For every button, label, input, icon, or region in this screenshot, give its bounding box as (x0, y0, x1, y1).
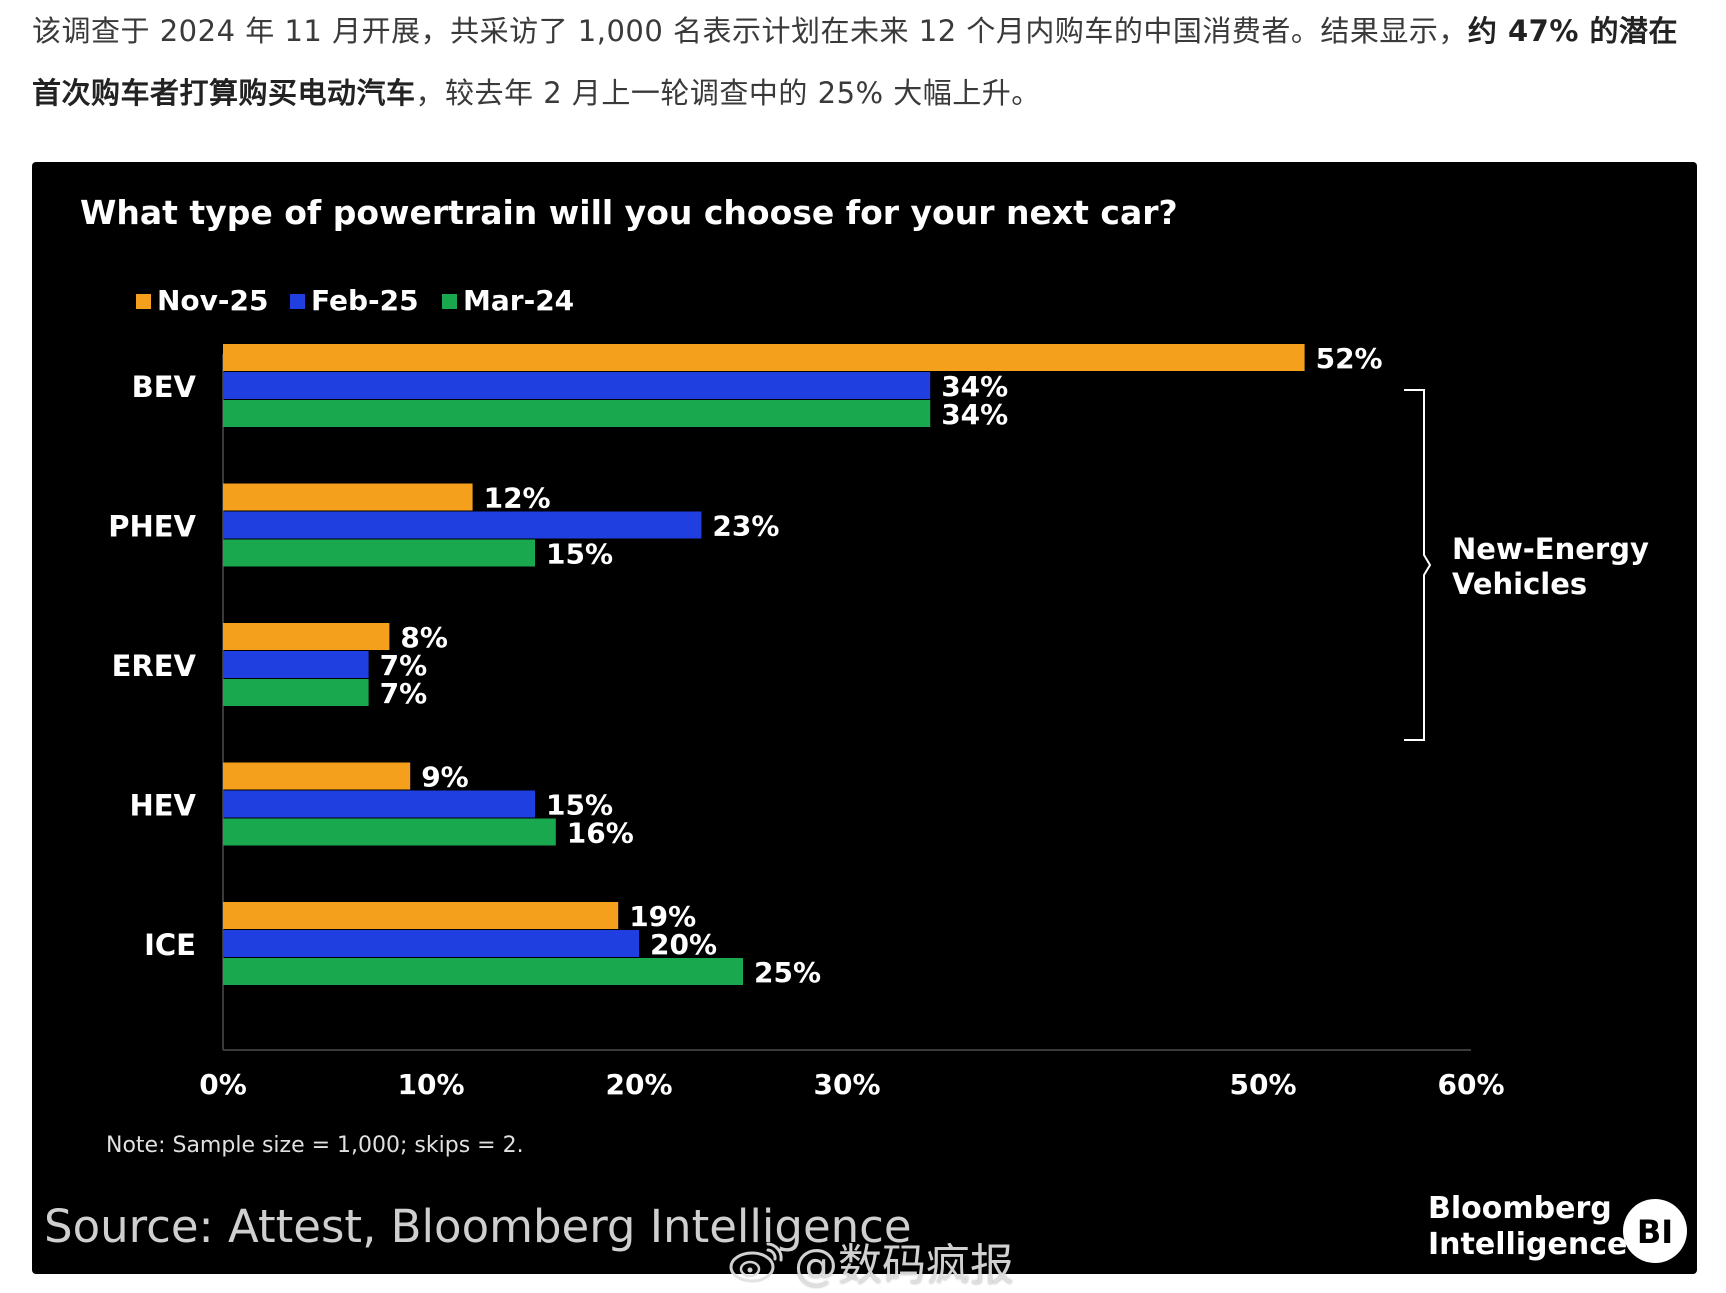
watermark: @数码疯报 (728, 1235, 1014, 1291)
bar-hev-nov-25 (223, 762, 411, 790)
bar-phev-nov-25 (223, 483, 473, 511)
data-label-phev-feb-25: 23% (712, 510, 779, 543)
legend-label-nov-25: Nov-25 (157, 284, 269, 317)
x-tick-label: 30% (813, 1068, 880, 1101)
bar-erev-feb-25 (223, 651, 369, 678)
bar-bev-mar-24 (223, 400, 931, 427)
chart-note: Note: Sample size = 1,000; skips = 2. (106, 1133, 524, 1158)
category-label-bev: BEV (132, 370, 197, 404)
bar-ice-feb-25 (223, 930, 639, 957)
data-label-bev-nov-25: 52% (1316, 342, 1383, 375)
legend-swatch-mar-24 (442, 294, 457, 309)
bar-hev-feb-25 (223, 790, 535, 818)
bracket (1404, 389, 1432, 741)
x-tick-label: 10% (397, 1068, 464, 1101)
data-label-ice-nov-25: 19% (629, 900, 696, 933)
bar-ice-nov-25 (223, 902, 619, 929)
data-label-erev-nov-25: 8% (400, 621, 448, 654)
article-bold: 约 47% 的潜在首次购车者打算购买电动汽车 (32, 14, 1678, 110)
bar-hev-mar-24 (223, 818, 556, 846)
data-label-bev-feb-25: 34% (941, 370, 1008, 403)
article-part2: ，较去年 2 月上一轮调查中的 25% 大幅上升。 (415, 76, 1041, 110)
legend-label-mar-24: Mar-24 (463, 284, 574, 317)
legend-swatch-nov-25 (136, 294, 151, 309)
category-label-ice: ICE (144, 928, 196, 962)
data-label-bev-mar-24: 34% (941, 398, 1008, 431)
data-label-hev-nov-25: 9% (421, 761, 469, 794)
data-label-ice-feb-25: 20% (650, 928, 717, 961)
brand-label: Intelligence (1428, 1227, 1627, 1262)
weibo-icon (729, 1242, 783, 1283)
chart-title: What type of powertrain will you choose … (80, 193, 1178, 232)
bar-chart: What type of powertrain will you choose … (44, 193, 1687, 1263)
data-label-ice-mar-24: 25% (754, 956, 821, 989)
bi-badge (1623, 1199, 1687, 1263)
bi-badge-label: BI (1637, 1213, 1673, 1251)
bar-bev-feb-25 (223, 372, 931, 399)
data-label-erev-mar-24: 7% (380, 677, 428, 710)
category-label-erev: EREV (112, 649, 197, 683)
data-label-phev-nov-25: 12% (484, 482, 551, 515)
article-text: 该调查于 2024 年 11 月开展，共采访了 1,000 名表示计划在未来 1… (32, 0, 1702, 124)
bar-bev-nov-25 (223, 344, 1305, 371)
data-label-phev-mar-24: 15% (546, 538, 613, 571)
x-tick-label: 0% (199, 1068, 247, 1101)
watermark-text: @数码疯报 (794, 1240, 1014, 1291)
bar-ice-mar-24 (223, 958, 743, 985)
x-tick-label: 60% (1437, 1068, 1504, 1101)
bar-phev-feb-25 (223, 511, 702, 539)
article-part1: 该调查于 2024 年 11 月开展，共采访了 1,000 名表示计划在未来 1… (32, 14, 1468, 48)
legend-label-feb-25: Feb-25 (311, 284, 419, 317)
bracket-label: New-Energy (1452, 532, 1649, 566)
bracket-label: Vehicles (1452, 567, 1587, 601)
bar-erev-mar-24 (223, 679, 369, 706)
legend-swatch-feb-25 (290, 294, 305, 309)
data-label-hev-feb-25: 15% (546, 789, 613, 822)
chart-panel: What type of powertrain will you choose … (32, 162, 1697, 1274)
data-label-erev-feb-25: 7% (380, 649, 428, 682)
brand-label: Bloomberg (1428, 1191, 1612, 1226)
x-tick-label: 50% (1229, 1068, 1296, 1101)
data-label-hev-mar-24: 16% (567, 817, 634, 850)
bar-erev-nov-25 (223, 623, 390, 650)
bar-phev-mar-24 (223, 539, 535, 567)
x-tick-label: 20% (605, 1068, 672, 1101)
category-label-phev: PHEV (108, 510, 196, 544)
category-label-hev: HEV (129, 789, 196, 823)
